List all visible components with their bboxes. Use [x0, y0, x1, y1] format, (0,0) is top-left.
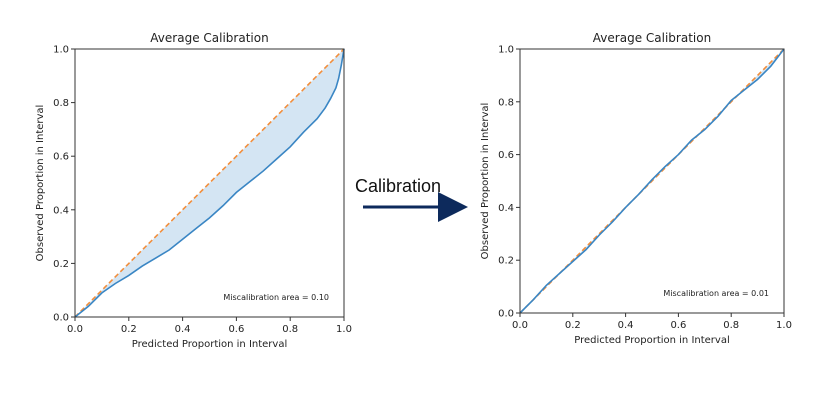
ideal-calibration-line — [519, 48, 785, 314]
x-tick-label: 1.0 — [776, 320, 792, 331]
x-axis-label: Predicted Proportion in Interval — [132, 339, 288, 350]
chart-title: Average Calibration — [150, 31, 268, 45]
y-tick-label: 0.0 — [53, 313, 69, 324]
model-calibration-line — [519, 48, 785, 314]
x-tick-label: 0.2 — [565, 320, 581, 331]
y-tick-label: 0.8 — [498, 97, 514, 108]
y-axis-label: Observed Proportion in Interval — [480, 103, 491, 260]
x-tick-label: 0.6 — [670, 320, 686, 331]
y-tick-label: 0.4 — [498, 203, 514, 214]
chart-title: Average Calibration — [593, 31, 711, 45]
y-axis-label: Observed Proportion in Interval — [35, 105, 46, 262]
ideal-calibration-line — [74, 48, 345, 318]
y-tick-label: 0.6 — [498, 150, 514, 161]
chart-left: 0.0 0.2 0.4 0.6 0.8 1.0 0.0 0.2 0.4 0.6 0.8 1.0 Aver… — [35, 31, 352, 350]
x-tick-label: 0.4 — [175, 324, 191, 335]
y-tick-label: 0.6 — [53, 152, 69, 163]
x-tick-label: 0.2 — [121, 324, 137, 335]
plot-frame — [74, 48, 345, 318]
x-tick-label: 0.0 — [512, 320, 528, 331]
y-tick-label: 0.8 — [53, 98, 69, 109]
model-calibration-line — [74, 48, 345, 318]
y-tick-label: 0.4 — [53, 205, 69, 216]
y-tick-label: 0.2 — [53, 259, 69, 270]
y-tick-label: 1.0 — [498, 45, 514, 56]
plot-frame — [519, 48, 785, 314]
arrow-label: Calibration — [355, 176, 442, 196]
x-tick-label: 0.6 — [228, 324, 244, 335]
x-axis-label: Predicted Proportion in Interval — [574, 335, 730, 346]
miscalibration-annotation: Miscalibration area = 0.01 — [663, 289, 769, 298]
y-tick-label: 1.0 — [53, 45, 69, 56]
y-tick-label: 0.0 — [498, 309, 514, 320]
x-tick-label: 0.4 — [618, 320, 634, 331]
y-tick-label: 0.2 — [498, 256, 514, 267]
x-tick-label: 0.8 — [723, 320, 739, 331]
x-tick-label: 0.0 — [67, 324, 83, 335]
x-tick-label: 0.8 — [282, 324, 298, 335]
miscalibration-annotation: Miscalibration area = 0.10 — [223, 293, 329, 302]
x-tick-label: 1.0 — [336, 324, 352, 335]
chart-right: 0.0 0.2 0.4 0.6 0.8 1.0 0.0 0.2 0.4 0.6 0.8 1.0 Aver… — [480, 31, 792, 346]
